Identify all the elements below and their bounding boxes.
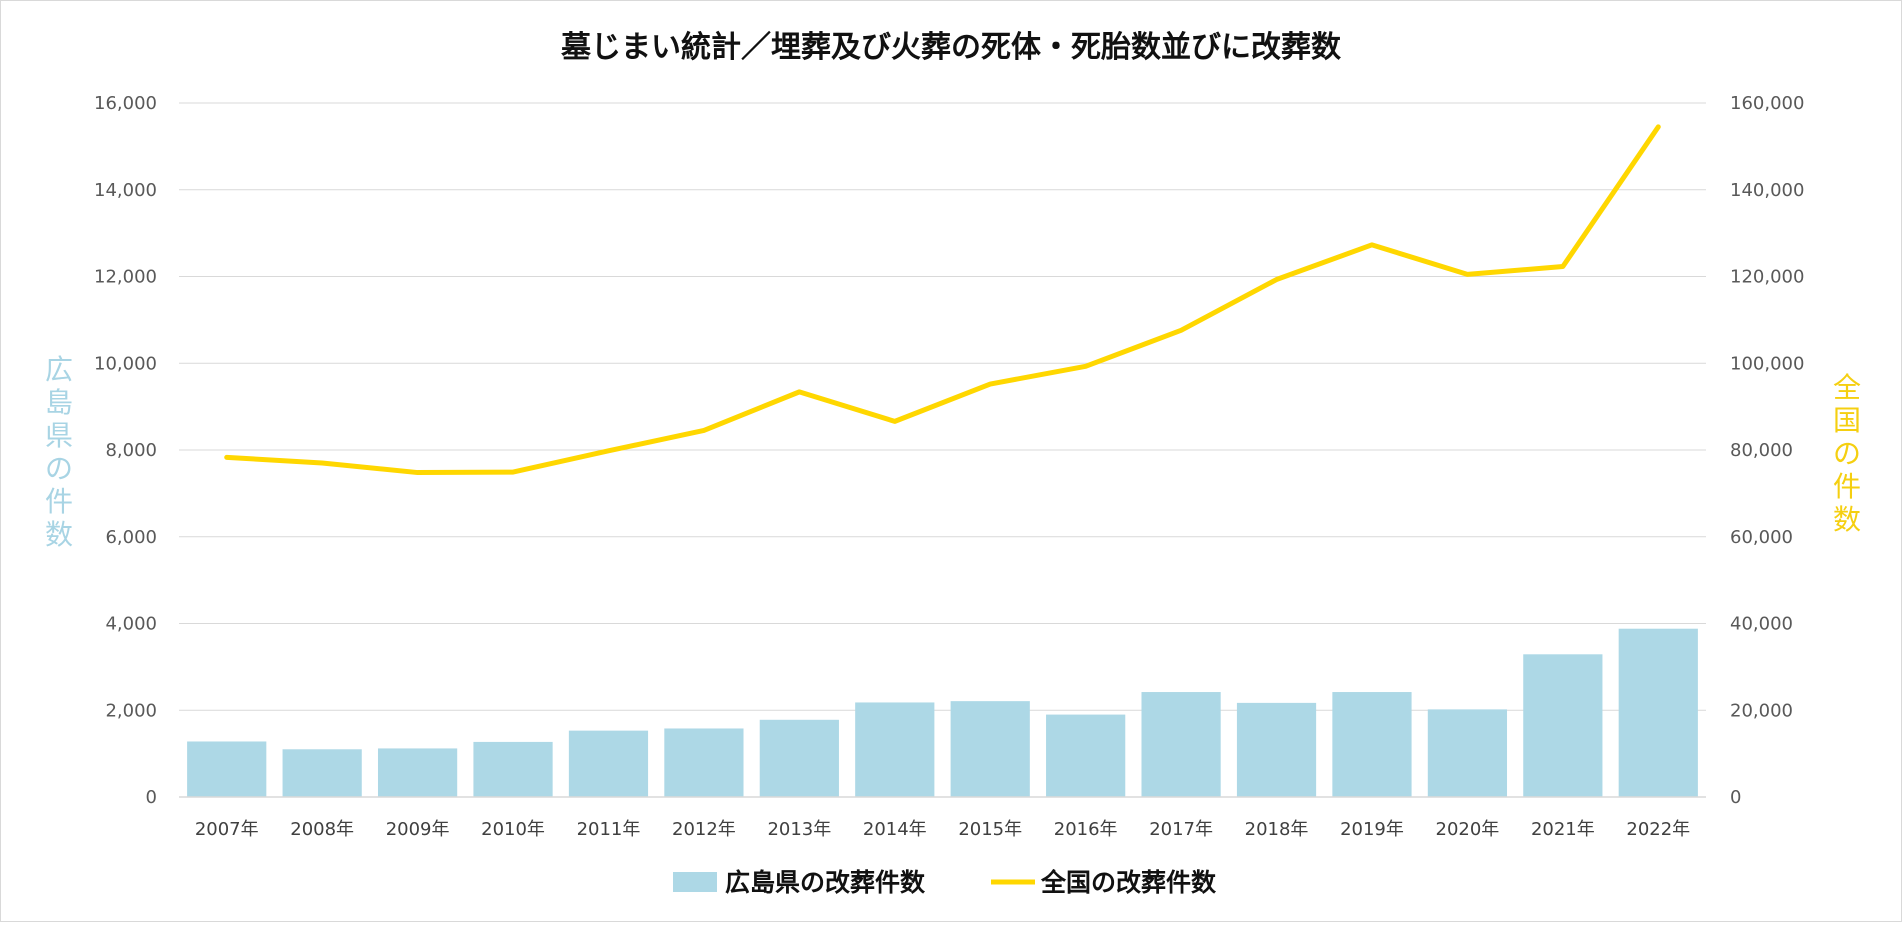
y-right-tick-label: 160,000 bbox=[1730, 93, 1804, 114]
x-tick-label: 2019年 bbox=[1340, 819, 1404, 840]
bar-2020年 bbox=[1427, 709, 1508, 797]
axis-label-char: 件 bbox=[45, 485, 73, 518]
y-left-tick-label: 16,000 bbox=[94, 93, 157, 114]
chart-title: 墓じまい統計／埋葬及び火葬の死体・死胎数並びに改葬数 bbox=[560, 30, 1342, 65]
legend-label-hiroshima: 広島県の改葬件数 bbox=[725, 868, 926, 897]
axis-label-char: の bbox=[1833, 437, 1861, 470]
y-right-tick-label: 120,000 bbox=[1730, 267, 1804, 288]
legend-label-national: 全国の改葬件数 bbox=[1040, 868, 1217, 897]
y-right-tick-label: 0 bbox=[1730, 787, 1741, 808]
x-tick-label: 2012年 bbox=[672, 819, 736, 840]
y-left-tick-label: 10,000 bbox=[94, 353, 157, 374]
y-right-tick-label: 40,000 bbox=[1730, 614, 1793, 635]
bar-2019年 bbox=[1332, 692, 1412, 797]
legend-swatch-hiroshima bbox=[673, 872, 717, 892]
x-tick-label: 2018年 bbox=[1245, 819, 1309, 840]
x-tick-label: 2011年 bbox=[577, 819, 641, 840]
axis-label-char: 国 bbox=[1833, 404, 1861, 437]
y-left-tick-label: 4,000 bbox=[105, 614, 157, 635]
x-tick-label: 2016年 bbox=[1054, 819, 1118, 840]
y-left-tick-label: 12,000 bbox=[94, 267, 157, 288]
y-left-tick-label: 6,000 bbox=[105, 527, 157, 548]
point-2017年 bbox=[1179, 328, 1184, 333]
y-left-tick-label: 14,000 bbox=[94, 180, 157, 201]
point-2011年 bbox=[606, 448, 611, 453]
point-2009年 bbox=[415, 470, 420, 475]
bar-2012年 bbox=[664, 728, 744, 797]
bar-2016年 bbox=[1046, 714, 1126, 797]
x-axis-ticks: 2007年 2008年 2009年 2010年 2011年 2012年 2013年 2014年… bbox=[195, 819, 1690, 840]
y-right-tick-label: 80,000 bbox=[1730, 440, 1793, 461]
x-tick-label: 2021年 bbox=[1531, 819, 1595, 840]
point-2014年 bbox=[892, 419, 897, 424]
axis-label-char: 島 bbox=[45, 386, 73, 419]
axis-label-char: 県 bbox=[45, 419, 73, 452]
x-tick-label: 2014年 bbox=[863, 819, 927, 840]
point-2012年 bbox=[701, 428, 706, 433]
y-left-tick-label: 8,000 bbox=[105, 440, 157, 461]
bar-2014年 bbox=[855, 702, 935, 797]
bar-2011年 bbox=[568, 730, 649, 797]
y-right-tick-label: 60,000 bbox=[1730, 527, 1793, 548]
bar-2010年 bbox=[473, 741, 553, 797]
y-right-tick-label: 20,000 bbox=[1730, 700, 1793, 721]
x-tick-label: 2015年 bbox=[958, 819, 1022, 840]
point-2020年 bbox=[1465, 272, 1470, 277]
point-2022年 bbox=[1656, 124, 1661, 129]
point-2007年 bbox=[224, 455, 229, 460]
x-tick-label: 2022年 bbox=[1626, 819, 1690, 840]
bar-series bbox=[187, 628, 1698, 797]
bar-2017年 bbox=[1141, 692, 1221, 797]
point-2021年 bbox=[1560, 264, 1565, 269]
bar-2022年 bbox=[1618, 628, 1698, 797]
bar-2008年 bbox=[282, 749, 362, 797]
axis-label-char: 広 bbox=[45, 353, 73, 386]
y-left-tick-label: 2,000 bbox=[105, 700, 157, 721]
x-tick-label: 2008年 bbox=[290, 819, 354, 840]
legend: 広島県の改葬件数 全国の改葬件数 bbox=[673, 868, 1217, 897]
point-2019年 bbox=[1369, 242, 1374, 247]
y-left-tick-label: 0 bbox=[146, 787, 157, 808]
x-tick-label: 2020年 bbox=[1436, 819, 1500, 840]
x-tick-label: 2017年 bbox=[1149, 819, 1213, 840]
y-right-tick-label: 100,000 bbox=[1730, 353, 1804, 374]
left-axis-ticks: 0 2,000 4,000 6,000 8,000 10,000 12,000 14,000 1… bbox=[94, 93, 157, 808]
point-2016年 bbox=[1083, 364, 1088, 369]
x-tick-label: 2013年 bbox=[767, 819, 831, 840]
right-axis-ticks: 0 20,000 40,000 60,000 80,000 100,000 120,000 1… bbox=[1730, 93, 1804, 808]
bar-2015年 bbox=[950, 701, 1030, 797]
bar-2013年 bbox=[759, 719, 839, 797]
bar-2018年 bbox=[1236, 702, 1317, 797]
point-2018年 bbox=[1274, 277, 1279, 282]
axis-label-char: 数 bbox=[1833, 503, 1861, 536]
axis-label-char: 全 bbox=[1833, 371, 1861, 404]
point-2015年 bbox=[988, 382, 993, 387]
point-2010年 bbox=[511, 470, 516, 475]
y-right-tick-label: 140,000 bbox=[1730, 180, 1804, 201]
line-series bbox=[224, 124, 1661, 476]
axis-label-char: 件 bbox=[1833, 470, 1861, 503]
x-tick-label: 2010年 bbox=[481, 819, 545, 840]
x-tick-label: 2007年 bbox=[195, 819, 259, 840]
bar-2021年 bbox=[1523, 654, 1603, 797]
point-2008年 bbox=[320, 461, 325, 466]
bar-2007年 bbox=[187, 741, 267, 797]
gridlines bbox=[179, 102, 1706, 711]
axis-label-char: 数 bbox=[45, 518, 73, 551]
axis-label-char: の bbox=[45, 452, 73, 485]
series-line-national bbox=[224, 124, 1661, 476]
point-2013年 bbox=[797, 389, 802, 394]
x-tick-label: 2009年 bbox=[386, 819, 450, 840]
bar-2009年 bbox=[377, 748, 458, 797]
